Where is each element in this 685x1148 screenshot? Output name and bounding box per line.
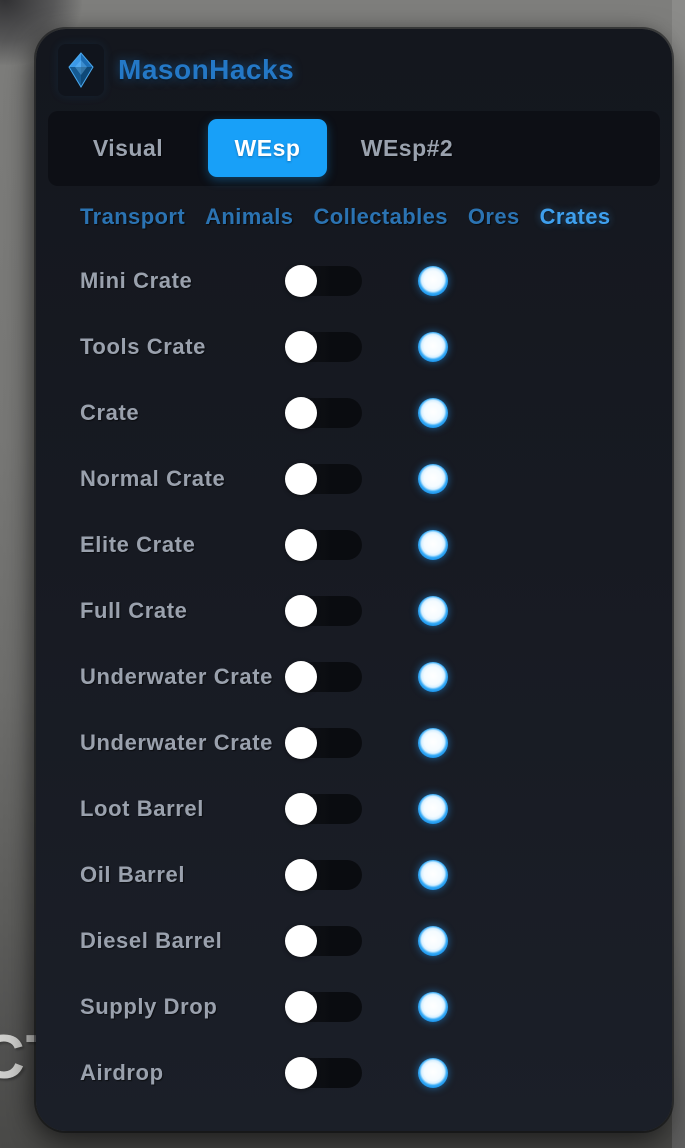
list-item: Airdrop bbox=[36, 1040, 672, 1106]
item-label: Normal Crate bbox=[80, 466, 226, 491]
color-picker[interactable] bbox=[418, 464, 448, 494]
tab-visual[interactable]: Visual bbox=[92, 135, 164, 161]
tab-wesp2[interactable]: WEsp#2 bbox=[360, 135, 454, 161]
list-item: Elite Crate bbox=[36, 512, 672, 578]
subtab-animals[interactable]: Animals bbox=[205, 204, 294, 229]
color-picker[interactable] bbox=[418, 860, 448, 890]
list-item: Underwater Crate bbox=[36, 710, 672, 776]
toggle-knob[interactable] bbox=[285, 661, 317, 693]
toggle-switch[interactable] bbox=[285, 595, 362, 627]
toggle-knob[interactable] bbox=[285, 529, 317, 561]
item-label: Supply Drop bbox=[80, 994, 218, 1019]
subtab-ores[interactable]: Ores bbox=[467, 204, 520, 229]
list-item: Supply Drop bbox=[36, 974, 672, 1040]
app-title: MasonHacks bbox=[118, 54, 295, 85]
list-item: Mini Crate bbox=[36, 248, 672, 314]
subtab-collectables[interactable]: Collectables bbox=[313, 204, 448, 229]
toggle-knob[interactable] bbox=[285, 595, 317, 627]
toggle-switch[interactable] bbox=[285, 463, 362, 495]
logo-tile bbox=[58, 44, 104, 96]
toggle-knob[interactable] bbox=[285, 463, 317, 495]
list-item: Loot Barrel bbox=[36, 776, 672, 842]
toggle-knob[interactable] bbox=[285, 727, 317, 759]
list-item: Normal Crate bbox=[36, 446, 672, 512]
subtab-transport[interactable]: Transport bbox=[80, 204, 186, 229]
toggle-switch[interactable] bbox=[285, 661, 362, 693]
toggle-knob[interactable] bbox=[285, 265, 317, 297]
toggle-knob[interactable] bbox=[285, 925, 317, 957]
list-item: Full Crate bbox=[36, 578, 672, 644]
toggle-switch[interactable] bbox=[285, 925, 362, 957]
color-picker[interactable] bbox=[418, 992, 448, 1022]
color-picker[interactable] bbox=[418, 266, 448, 296]
list-item: Crate bbox=[36, 380, 672, 446]
item-label: Tools Crate bbox=[80, 334, 206, 359]
list-item: Oil Barrel bbox=[36, 842, 672, 908]
toggle-knob[interactable] bbox=[285, 859, 317, 891]
list-item: Diesel Barrel bbox=[36, 908, 672, 974]
subtab-crates[interactable]: Crates bbox=[539, 204, 611, 229]
esp-item-list: Mini Crate Tools Crate Crate Normal Crat… bbox=[36, 248, 672, 1106]
toggle-switch[interactable] bbox=[285, 265, 362, 297]
item-label: Crate bbox=[80, 400, 140, 425]
toggle-knob[interactable] bbox=[285, 793, 317, 825]
item-label: Elite Crate bbox=[80, 532, 196, 557]
color-picker[interactable] bbox=[418, 332, 448, 362]
color-picker[interactable] bbox=[418, 596, 448, 626]
color-picker[interactable] bbox=[418, 794, 448, 824]
list-item: Underwater Crate bbox=[36, 644, 672, 710]
color-picker[interactable] bbox=[418, 662, 448, 692]
item-label: Full Crate bbox=[80, 598, 188, 623]
color-picker[interactable] bbox=[418, 728, 448, 758]
color-picker[interactable] bbox=[418, 926, 448, 956]
toggle-switch[interactable] bbox=[285, 397, 362, 429]
cheat-menu-window: MasonHacks Visual WEsp WEsp#2 Transport … bbox=[36, 29, 672, 1131]
item-label: Oil Barrel bbox=[80, 862, 186, 887]
item-label: Underwater Crate bbox=[80, 730, 273, 755]
toggle-switch[interactable] bbox=[285, 859, 362, 891]
toggle-knob[interactable] bbox=[285, 397, 317, 429]
category-tab-bar: Transport Animals Collectables Ores Crat… bbox=[80, 202, 611, 232]
item-label: Airdrop bbox=[80, 1060, 164, 1085]
toggle-switch[interactable] bbox=[285, 529, 362, 561]
item-label: Underwater Crate bbox=[80, 664, 273, 689]
toggle-switch[interactable] bbox=[285, 793, 362, 825]
color-picker[interactable] bbox=[418, 1058, 448, 1088]
color-picker[interactable] bbox=[418, 530, 448, 560]
toggle-switch[interactable] bbox=[285, 1057, 362, 1089]
tab-wesp[interactable]: WEsp bbox=[208, 119, 327, 177]
window-header: MasonHacks bbox=[58, 44, 294, 96]
gem-icon bbox=[68, 52, 94, 88]
background-edge bbox=[672, 0, 685, 1148]
main-tab-bar: Visual WEsp WEsp#2 bbox=[48, 111, 660, 186]
toggle-switch[interactable] bbox=[285, 991, 362, 1023]
item-label: Mini Crate bbox=[80, 268, 193, 293]
item-label: Diesel Barrel bbox=[80, 928, 223, 953]
toggle-knob[interactable] bbox=[285, 991, 317, 1023]
item-label: Loot Barrel bbox=[80, 796, 204, 821]
toggle-switch[interactable] bbox=[285, 727, 362, 759]
color-picker[interactable] bbox=[418, 398, 448, 428]
toggle-knob[interactable] bbox=[285, 1057, 317, 1089]
list-item: Tools Crate bbox=[36, 314, 672, 380]
toggle-knob[interactable] bbox=[285, 331, 317, 363]
toggle-switch[interactable] bbox=[285, 331, 362, 363]
